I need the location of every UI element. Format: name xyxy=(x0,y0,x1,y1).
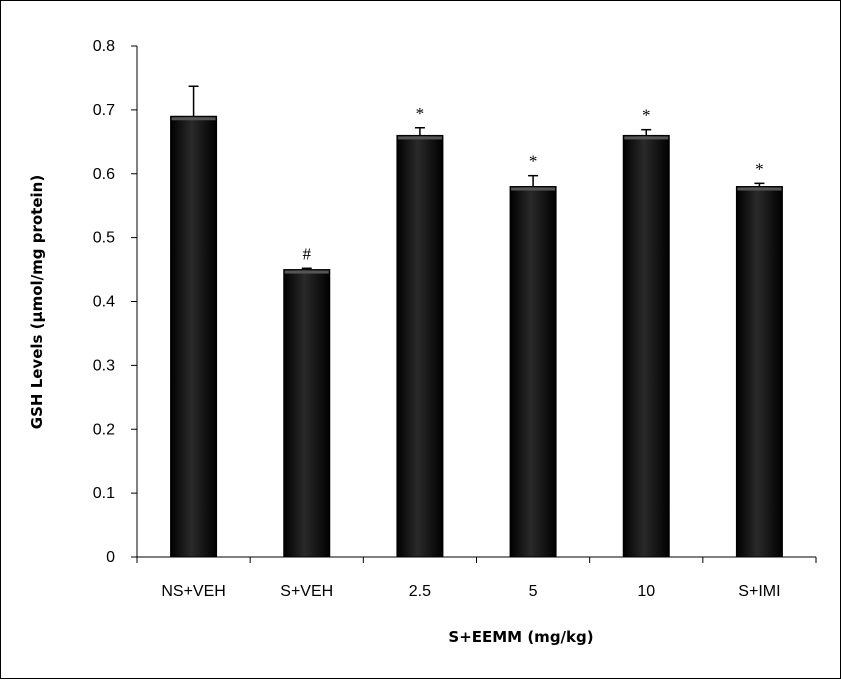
y-tick-label: 0.7 xyxy=(93,102,115,119)
bar-1 xyxy=(170,115,218,558)
bar-bevel xyxy=(284,270,329,274)
bar-bevel xyxy=(737,187,782,191)
significance-mark: # xyxy=(303,244,312,263)
bar-3 xyxy=(396,134,444,558)
significance-mark: * xyxy=(529,152,538,171)
bar-6 xyxy=(735,186,783,558)
significance-mark: * xyxy=(755,159,764,178)
y-tick-label: 0.4 xyxy=(93,294,115,311)
x-tick-label: S+VEH xyxy=(280,583,333,600)
y-tick-label: 0.3 xyxy=(93,357,115,374)
y-tick-label: 0 xyxy=(106,549,115,566)
x-tick-label: 5 xyxy=(529,583,538,600)
bar-bevel xyxy=(171,117,216,121)
significance-mark: * xyxy=(416,104,425,123)
y-tick-label: 0.6 xyxy=(93,166,115,183)
bar-5 xyxy=(622,134,670,558)
bars: # * * * * xyxy=(170,85,783,558)
y-tick-label: 0.5 xyxy=(93,230,115,247)
bar-bevel xyxy=(511,187,556,191)
x-tick-label: 10 xyxy=(637,583,655,600)
y-tick-label: 0.8 xyxy=(93,38,115,55)
y-tick-label: 0.2 xyxy=(93,421,115,438)
x-axis-title: S+EEMM (mg/kg) xyxy=(448,628,593,646)
y-axis-title: GSH Levels (µmol/mg protein) xyxy=(28,175,46,429)
x-tick-label: NS+VEH xyxy=(161,583,225,600)
y-axis: 0 0.1 0.2 0.3 0.4 0.5 0.6 0.7 0.8 xyxy=(93,38,138,566)
significance-mark: * xyxy=(642,106,651,125)
x-tick-label: S+IMI xyxy=(738,583,780,600)
bar-bevel xyxy=(624,136,669,140)
bar-4 xyxy=(509,186,557,558)
x-axis: NS+VEH S+VEH 2.5 5 10 S+IMI xyxy=(136,556,817,600)
x-tick-label: 2.5 xyxy=(409,583,431,600)
bar-2 xyxy=(283,269,331,558)
bar-bevel xyxy=(397,136,442,140)
y-tick-label: 0.1 xyxy=(93,485,115,502)
